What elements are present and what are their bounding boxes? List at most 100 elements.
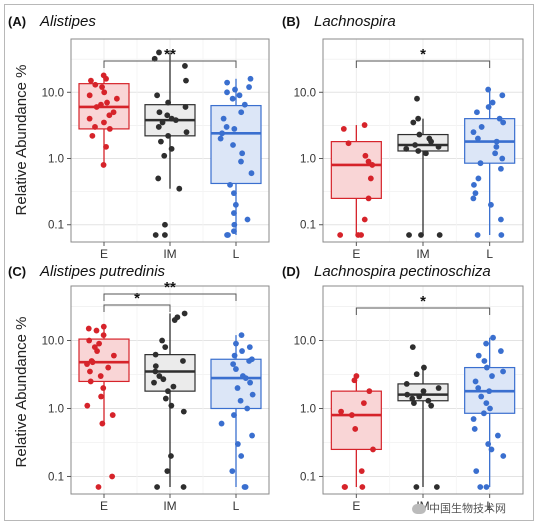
data-point-IM bbox=[165, 132, 172, 139]
data-point-L bbox=[487, 405, 493, 412]
significance-bracket bbox=[103, 293, 237, 301]
data-point-IM bbox=[403, 145, 410, 152]
significance-bracket bbox=[355, 60, 491, 68]
panel-label: (C) bbox=[8, 264, 26, 279]
data-point-E bbox=[110, 352, 117, 359]
data-point-E bbox=[94, 348, 100, 354]
data-point-E bbox=[103, 143, 109, 150]
x-tick-label: IM bbox=[163, 247, 176, 261]
data-point-L bbox=[475, 135, 481, 142]
data-point-IM bbox=[435, 385, 442, 391]
data-point-IM bbox=[152, 351, 159, 358]
data-point-IM bbox=[416, 393, 423, 400]
data-point-L bbox=[239, 150, 246, 157]
panel-label: (B) bbox=[282, 14, 300, 29]
data-point-IM bbox=[406, 232, 412, 238]
data-point-L bbox=[488, 446, 495, 453]
data-point-E bbox=[365, 158, 372, 165]
data-point-L bbox=[233, 366, 239, 372]
data-point-L bbox=[472, 190, 479, 197]
data-point-IM bbox=[156, 49, 162, 56]
box-IM bbox=[144, 354, 196, 392]
data-point-IM bbox=[412, 142, 418, 148]
data-point-E bbox=[345, 140, 352, 147]
data-point-IM bbox=[160, 376, 167, 383]
data-point-E bbox=[366, 388, 373, 395]
data-point-IM bbox=[152, 368, 159, 375]
data-point-L bbox=[217, 135, 224, 142]
data-point-E bbox=[87, 368, 93, 375]
data-point-L bbox=[224, 79, 231, 86]
data-point-L bbox=[473, 468, 480, 474]
data-point-IM bbox=[409, 395, 416, 402]
data-point-L bbox=[471, 426, 478, 432]
data-point-L bbox=[470, 195, 477, 202]
data-point-IM bbox=[433, 484, 440, 490]
data-point-IM bbox=[180, 358, 186, 364]
data-point-L bbox=[488, 201, 494, 208]
data-point-E bbox=[101, 89, 108, 96]
data-point-IM bbox=[164, 112, 171, 119]
data-point-IM bbox=[428, 402, 435, 409]
x-tick-label: E bbox=[352, 247, 360, 261]
significance-label: ** bbox=[164, 279, 176, 296]
data-point-L bbox=[485, 104, 492, 110]
data-point-L bbox=[498, 232, 505, 238]
data-point-L bbox=[483, 484, 490, 490]
data-point-L bbox=[230, 142, 236, 148]
data-point-L bbox=[231, 228, 237, 235]
data-point-IM bbox=[155, 175, 162, 182]
data-point-L bbox=[481, 358, 488, 364]
panel-label: (D) bbox=[282, 264, 300, 279]
y-tick-label: 10.0 bbox=[42, 87, 64, 99]
box-E bbox=[330, 390, 382, 451]
data-point-L bbox=[493, 138, 500, 145]
data-point-IM bbox=[171, 317, 178, 323]
data-point-L bbox=[474, 109, 480, 116]
data-point-E bbox=[367, 175, 374, 182]
data-point-E bbox=[84, 361, 90, 367]
data-point-L bbox=[232, 86, 238, 93]
data-point-IM bbox=[436, 232, 443, 238]
data-point-L bbox=[475, 385, 482, 391]
data-point-E bbox=[97, 373, 104, 379]
data-point-IM bbox=[181, 310, 188, 317]
data-point-IM bbox=[415, 148, 422, 154]
data-point-L bbox=[241, 101, 248, 108]
data-point-L bbox=[483, 400, 490, 407]
data-point-L bbox=[470, 129, 477, 136]
data-point-L bbox=[474, 232, 481, 238]
data-point-L bbox=[248, 170, 255, 177]
data-point-IM bbox=[168, 402, 175, 409]
data-point-L bbox=[247, 379, 254, 386]
data-point-E bbox=[109, 473, 116, 480]
data-point-L bbox=[234, 385, 241, 391]
panel-title: Lachnospira pectinoschiza bbox=[314, 263, 491, 280]
data-point-E bbox=[362, 152, 369, 159]
data-point-IM bbox=[159, 337, 166, 344]
y-tick-label: 0.1 bbox=[48, 471, 64, 483]
significance-bracket bbox=[103, 304, 171, 312]
data-point-L bbox=[249, 391, 256, 398]
data-point-IM bbox=[180, 484, 187, 490]
y-tick-label: 10.0 bbox=[294, 87, 316, 99]
data-point-E bbox=[101, 119, 107, 126]
data-point-L bbox=[238, 332, 245, 339]
data-point-IM bbox=[415, 115, 422, 122]
data-point-IM bbox=[435, 143, 442, 150]
panel-title: Lachnospira bbox=[314, 13, 396, 30]
y-tick-label: 0.1 bbox=[48, 220, 64, 232]
data-point-E bbox=[105, 364, 112, 371]
data-point-IM bbox=[162, 221, 168, 228]
data-point-IM bbox=[151, 55, 158, 62]
data-point-E bbox=[84, 402, 91, 409]
data-point-L bbox=[238, 453, 245, 459]
data-point-L bbox=[227, 181, 233, 188]
data-point-IM bbox=[162, 232, 168, 238]
panel-title: Alistipes putredinis bbox=[39, 263, 166, 280]
data-point-IM bbox=[154, 92, 161, 99]
data-point-E bbox=[338, 408, 344, 415]
data-point-E bbox=[99, 84, 105, 90]
data-point-IM bbox=[154, 484, 160, 490]
